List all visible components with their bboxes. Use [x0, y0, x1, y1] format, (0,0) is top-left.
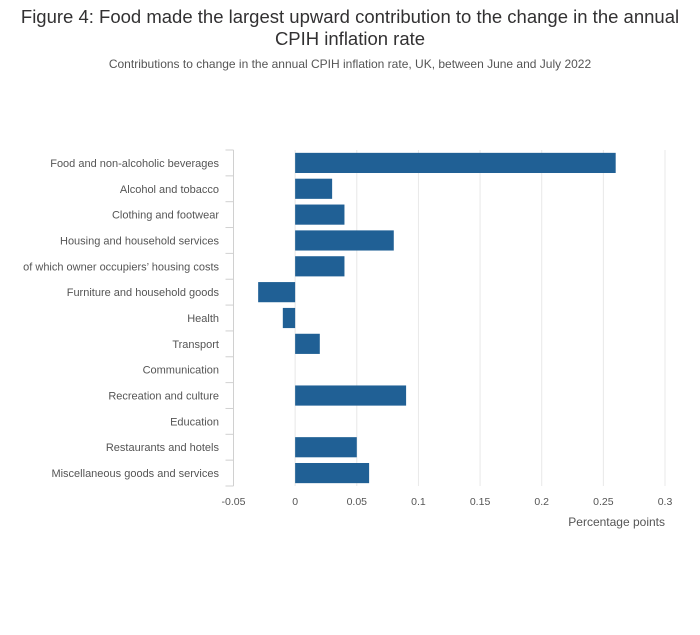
bar [295, 333, 320, 354]
bar [295, 204, 345, 225]
category-label: Miscellaneous goods and services [51, 468, 219, 480]
bar [295, 437, 357, 458]
category-label: Communication [143, 365, 219, 377]
x-tick-label: 0.15 [470, 496, 491, 508]
bar [295, 178, 333, 199]
x-tick-label: 0.2 [534, 496, 549, 508]
x-axis-ticks: -0.05 0 0.05 0.1 0.15 0.2 0.25 0.3 [222, 496, 673, 508]
category-axis: Food and non-alcoholic beverages Alcohol … [23, 149, 234, 487]
chart-title: Figure 4: Food made the largest upward c… [20, 6, 680, 49]
category-label: Furniture and household goods [67, 287, 220, 299]
bar [282, 307, 296, 329]
bar [295, 230, 394, 251]
bar [258, 282, 296, 303]
category-label: Food and non-alcoholic beverages [50, 158, 219, 170]
category-label: Housing and household services [60, 235, 219, 247]
x-tick-label: 0.25 [593, 496, 614, 508]
category-label: Alcohol and tobacco [120, 184, 219, 196]
category-label: Recreation and culture [108, 391, 219, 403]
bar [295, 256, 345, 277]
category-label: Clothing and footwear [112, 210, 219, 222]
x-tick-label: 0 [292, 496, 298, 508]
category-label: of which owner occupiers’ housing costs [23, 261, 219, 273]
chart-subtitle: Contributions to change in the annual CP… [108, 57, 592, 71]
x-tick-label: 0.05 [347, 496, 368, 508]
gridlines [294, 150, 666, 486]
bars [258, 152, 616, 484]
bar [295, 385, 407, 406]
category-label: Education [170, 416, 219, 428]
bar [295, 462, 370, 484]
bar [295, 152, 616, 174]
category-label: Health [187, 313, 219, 325]
x-tick-label: 0.1 [411, 496, 426, 508]
x-tick-label: 0.3 [658, 496, 673, 508]
category-label: Restaurants and hotels [106, 442, 220, 454]
x-axis-title: Percentage points [568, 515, 665, 529]
x-tick-label: -0.05 [222, 496, 246, 508]
category-label: Transport [172, 339, 219, 351]
